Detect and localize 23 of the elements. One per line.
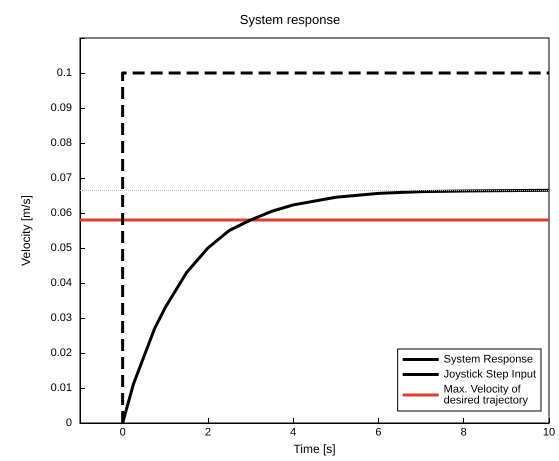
y-tick-label: 0.02 xyxy=(50,347,72,359)
x-tick-label: 10 xyxy=(542,426,556,438)
chart-title: System response xyxy=(240,12,340,27)
y-tick-label: 0 xyxy=(66,417,72,429)
x-tick-label: 6 xyxy=(375,426,382,438)
x-tick-label: 2 xyxy=(204,426,211,438)
y-tick-label: 0.05 xyxy=(50,242,72,254)
legend-label: Max. Velocity of desired trajectory xyxy=(444,384,529,406)
y-tick-label: 0.03 xyxy=(50,312,72,324)
y-tick-label: 0.07 xyxy=(50,172,72,184)
y-tick-label: 0.08 xyxy=(50,137,72,149)
legend-label: System Response xyxy=(444,354,533,366)
y-tick-label: 0.01 xyxy=(50,382,72,394)
y-tick-label: 0.06 xyxy=(50,207,72,219)
y-axis-title: Velocity [m/s] xyxy=(19,195,33,266)
y-tick-label: 0.09 xyxy=(50,102,72,114)
x-tick-label: 4 xyxy=(290,426,296,438)
x-tick-label: 0 xyxy=(120,426,126,438)
x-axis-title: Time [s] xyxy=(293,442,336,456)
y-tick-label: 0.1 xyxy=(56,67,72,79)
legend-label: Joystick Step Input xyxy=(444,368,536,380)
y-tick-label: 0.04 xyxy=(50,277,72,289)
x-tick-label: 8 xyxy=(460,426,467,438)
